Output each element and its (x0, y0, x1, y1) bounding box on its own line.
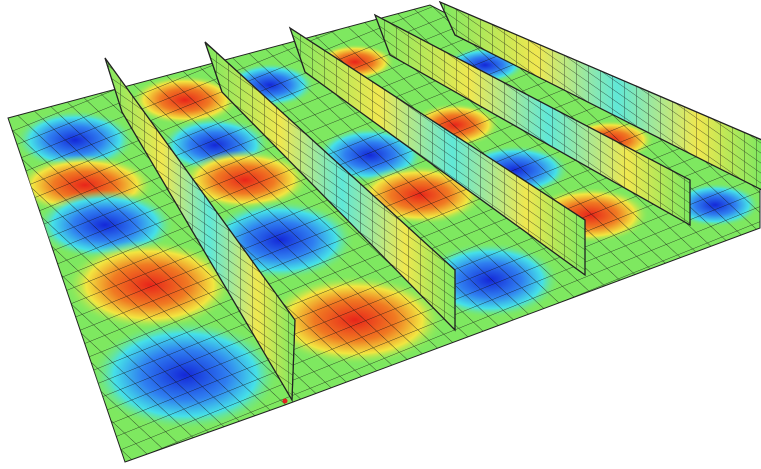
node-marker (283, 399, 288, 404)
plate-render (0, 0, 761, 465)
